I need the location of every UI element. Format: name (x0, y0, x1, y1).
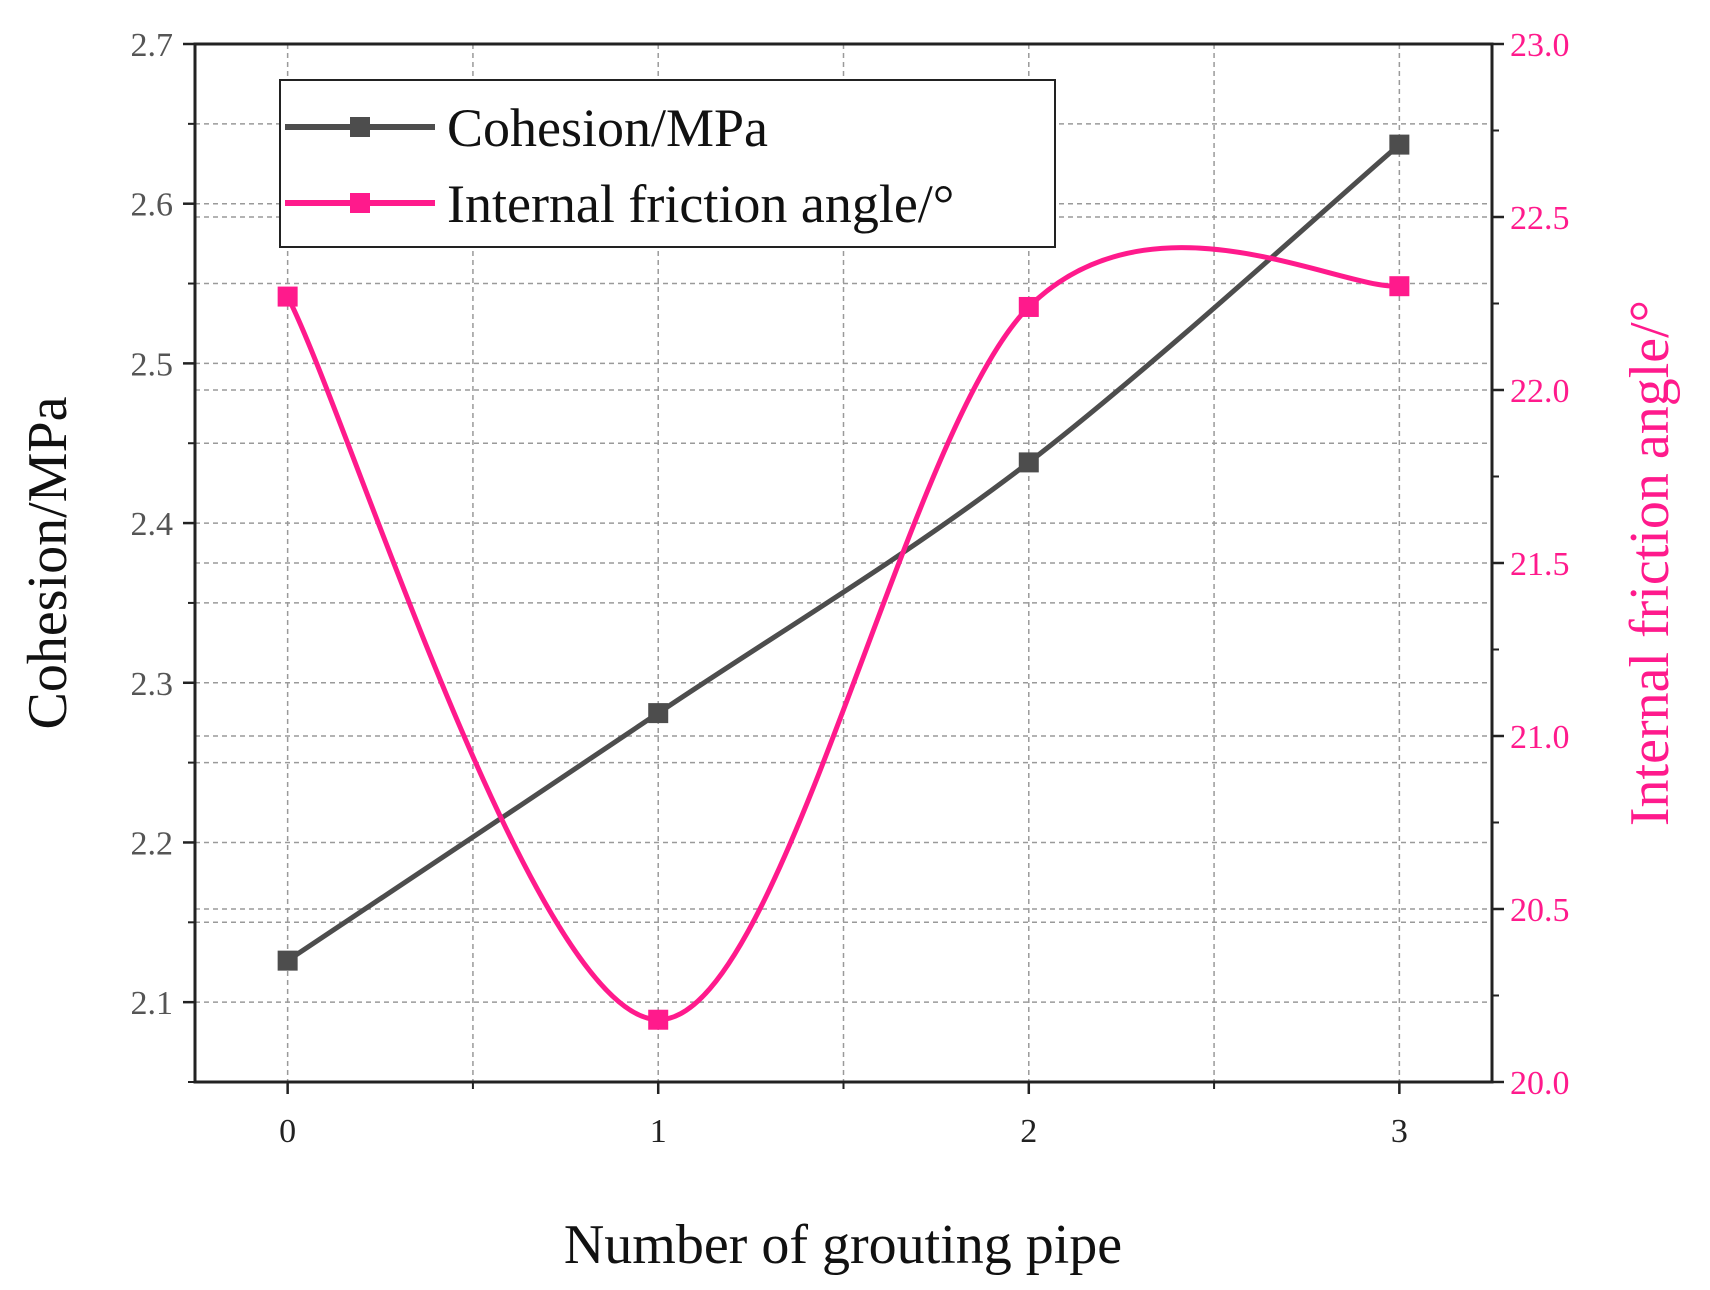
legend-cohesion-label: Cohesion/MPa (447, 98, 768, 158)
legend-cohesion-marker (350, 117, 370, 137)
legend-friction-marker (350, 193, 370, 213)
y-tick-label: 2.1 (131, 985, 174, 1022)
cohesion-point (648, 703, 669, 724)
cohesion-point (1389, 134, 1410, 155)
y2-tick-label: 22.0 (1510, 373, 1570, 410)
y-tick-label: 2.6 (131, 187, 174, 224)
y-tick-label: 2.3 (131, 666, 174, 703)
friction-angle-line (285, 245, 1402, 1023)
x-tick-label: 2 (1020, 1113, 1037, 1150)
y2-tick-label: 23.0 (1510, 27, 1570, 64)
friction-angle-point (277, 286, 298, 307)
y-tick-label: 2.4 (131, 506, 174, 543)
y2-tick-label: 20.0 (1510, 1065, 1570, 1102)
friction-angle-point (1018, 296, 1039, 317)
axis-ticks: 0 1 2 3 2.1 2.2 2.3 2.4 2.5 2.6 2.7 20.0 20.5 21.0 21.… (131, 27, 1570, 1150)
y2-tick-label: 21.0 (1510, 719, 1570, 756)
y-tick-label: 2.2 (131, 825, 174, 862)
legend-box (279, 79, 1056, 248)
y-tick-label: 2.7 (131, 27, 174, 64)
cohesion-point (1018, 452, 1039, 473)
series-cohesion (277, 134, 1410, 971)
x-tick-label: 3 (1391, 1113, 1408, 1150)
legend-friction-label: Internal friction angle/° (447, 174, 954, 234)
cohesion-point (277, 950, 298, 971)
y-axis-title: Cohesion/MPa (17, 396, 79, 729)
y2-tick-label: 22.5 (1510, 200, 1570, 237)
plot-frame (193, 42, 1494, 1084)
legend: Cohesion/MPa Internal friction angle/° (279, 79, 1056, 248)
y2-axis-title: Internal friction angle/° (1619, 300, 1681, 826)
friction-angle-point (648, 1009, 669, 1030)
friction-angle-point (1389, 276, 1410, 297)
series-internal-friction-angle (277, 245, 1410, 1030)
x-tick-label: 0 (279, 1113, 296, 1150)
x-axis-title: Number of grouting pipe (564, 1214, 1122, 1276)
y2-tick-label: 20.5 (1510, 892, 1570, 929)
cohesion-line (285, 142, 1402, 964)
x-tick-label: 1 (650, 1113, 667, 1150)
y-tick-label: 2.5 (131, 346, 174, 383)
y2-tick-label: 21.5 (1510, 546, 1570, 583)
